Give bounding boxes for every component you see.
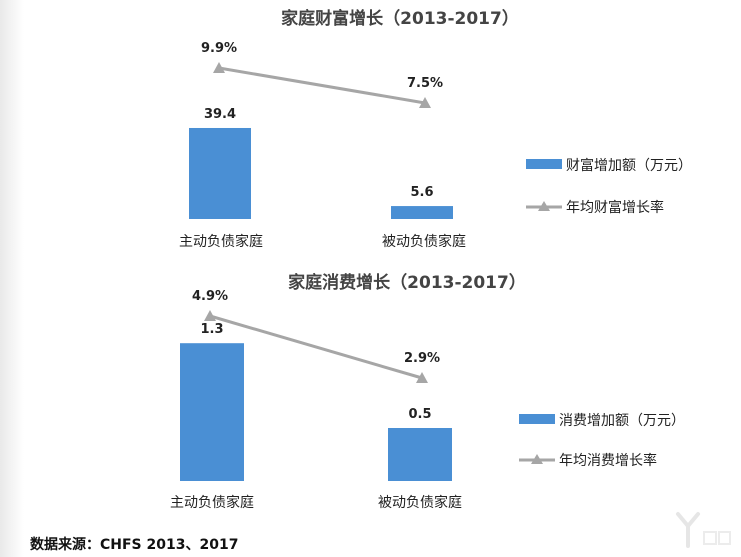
data-source-note: 数据来源：CHFS 2013、2017	[30, 537, 239, 553]
bar-value-label: 1.3	[200, 322, 223, 337]
consumption-growth-chart: 家庭消费增长（2013-2017） 1.3 0.5 4.9% 2.9% 主动负债家庭…	[170, 272, 685, 511]
legend-line-marker	[538, 201, 550, 211]
legend-bar-label: 财富增加额（万元）	[566, 157, 692, 174]
legend-bar-swatch	[519, 414, 555, 424]
chart-title: 家庭消费增长（2013-2017）	[288, 272, 526, 293]
bar-value-label: 5.6	[410, 185, 433, 200]
rate-value-label: 9.9%	[201, 41, 237, 56]
bar-2	[388, 428, 452, 481]
category-label: 被动负债家庭	[378, 494, 462, 511]
legend-bar-swatch	[526, 159, 562, 169]
legend-bar-label: 消费增加额（万元）	[559, 413, 685, 429]
rate-marker-2	[416, 372, 428, 383]
rate-marker-2	[419, 97, 431, 108]
rate-value-label: 7.5%	[407, 76, 443, 91]
chart-title: 家庭财富增长（2013-2017）	[281, 8, 519, 29]
rate-line	[209, 314, 423, 380]
watermark-logo	[676, 512, 731, 548]
bar-1	[180, 343, 244, 481]
rate-value-label: 4.9%	[192, 289, 228, 304]
left-edge-shade	[0, 0, 24, 557]
rate-value-label: 2.9%	[404, 351, 440, 366]
category-label: 被动负债家庭	[382, 233, 466, 250]
legend-line-label: 年均财富增长率	[566, 199, 664, 216]
bar-value-label: 0.5	[408, 407, 431, 422]
bar-1	[189, 127, 251, 219]
legend-line-label: 年均消费增长率	[559, 452, 657, 469]
wealth-growth-chart: 家庭财富增长（2013-2017） 39.4 5.6 9.9% 7.5% 主动负债家…	[179, 8, 692, 250]
category-label: 主动负债家庭	[170, 494, 254, 511]
rate-marker-1	[213, 62, 225, 73]
bar-value-label: 39.4	[204, 107, 236, 122]
bar-2	[391, 206, 453, 219]
rate-line	[218, 66, 426, 105]
category-label: 主动负债家庭	[179, 233, 263, 250]
rate-marker-1	[204, 310, 216, 321]
legend-line-marker	[531, 454, 543, 464]
